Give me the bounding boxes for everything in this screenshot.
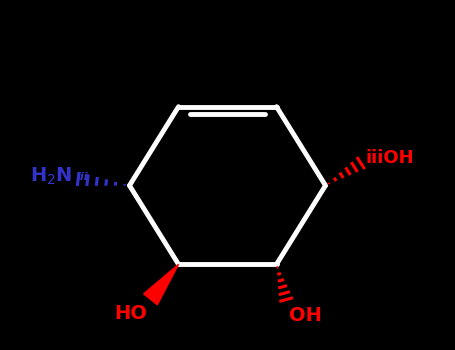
Polygon shape bbox=[144, 264, 178, 305]
Text: H$_2$N: H$_2$N bbox=[30, 166, 72, 187]
Text: iii: iii bbox=[77, 172, 89, 182]
Text: OH: OH bbox=[289, 306, 322, 325]
Text: HO: HO bbox=[114, 303, 147, 322]
Text: iiiOH: iiiOH bbox=[366, 149, 415, 167]
